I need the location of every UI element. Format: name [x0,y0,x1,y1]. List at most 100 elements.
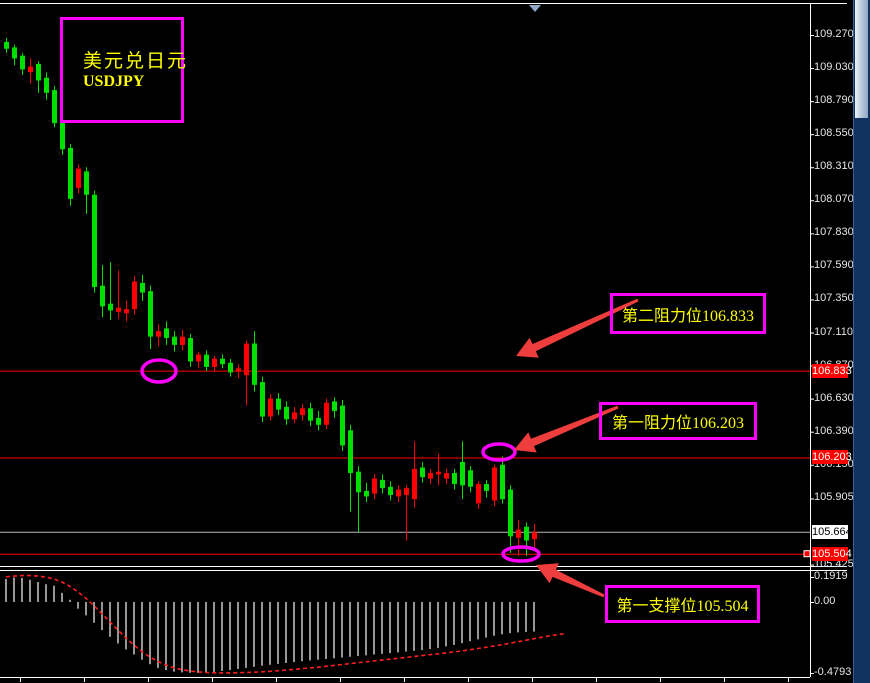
chart-shift-marker[interactable] [529,5,541,12]
candle-body [500,464,505,500]
candle-body [452,473,457,485]
candle-body [220,358,225,365]
macd-bar [205,602,207,673]
candle-body [156,331,161,337]
price-tick-label: 107.590 [814,259,854,271]
macd-bar [477,602,479,640]
macd-bar [237,602,239,669]
candle-body [316,417,321,425]
macd-bar [341,602,343,658]
symbol-title-box[interactable]: 美元兑日元 USDJPY [60,17,186,123]
current-price-tag: 105.664 [812,525,852,539]
macd-bar [485,602,487,638]
candle-body [396,489,401,497]
candle-body [524,526,529,541]
candle-body [460,461,465,486]
macd-bar [285,602,287,664]
candle-body [412,468,417,500]
candle-body [300,408,305,416]
macd-bar [373,602,375,655]
macd-bar [173,602,175,672]
candle-body [348,430,353,474]
vertical-scrollbar[interactable] [853,0,870,683]
macd-bar [421,602,423,651]
macd-bar [405,602,407,652]
macd-bar [61,592,63,602]
highlight-ellipse-3[interactable] [501,545,541,563]
candle-body [276,398,281,410]
candle-body [388,486,393,496]
scrollbar-thumb[interactable] [855,0,868,118]
candle-body [204,354,209,367]
macd-bar [365,602,367,656]
macd-bar [157,602,159,668]
candle-body [124,309,129,314]
macd-bar [5,579,7,602]
macd-bar [445,602,447,647]
resistance1-price-tag: 106.203 [812,450,852,464]
price-tick-label: 108.550 [814,127,854,139]
highlight-ellipse-2[interactable] [481,442,517,462]
macd-bar [165,602,167,671]
resistance1-label: 第一阻力位106.203 [611,415,744,432]
candle-body [268,398,273,417]
highlight-ellipse-1[interactable] [140,358,178,384]
candle-body [468,470,473,487]
macd-bar [229,602,231,671]
price-tick-label: 109.270 [814,28,854,40]
candle-body [84,171,89,195]
macd-bar [133,602,135,655]
macd-bar [45,584,47,602]
macd-bar [85,602,87,616]
support1-line-handle[interactable] [803,550,811,558]
chart-frame-layer [0,3,847,682]
candle-body [28,66,33,73]
macd-bar [141,602,143,660]
macd-bar [13,577,15,602]
support1-label-box[interactable]: 第一支撑位105.504 [605,585,760,623]
candle-body [284,406,289,420]
macd-bar [333,602,335,659]
macd-bar [69,599,71,602]
macd-bar [397,602,399,653]
macd-bar [21,577,23,602]
price-tick-label: 106.390 [814,425,854,437]
macd-bar [277,602,279,664]
candle-body [508,489,513,537]
candle-body [372,478,377,494]
price-tick-label: 106.630 [814,392,854,404]
price-tick-label: 107.350 [814,292,854,304]
macd-layer [5,574,567,674]
macd-bar [461,602,463,644]
resistance2-label-box[interactable]: 第二阻力位106.833 [610,293,766,334]
candle-body [252,343,257,385]
annotations-layer [140,298,639,598]
candle-body [12,47,17,59]
price-tick-label: 105.425 [814,558,854,570]
candle-body [292,412,297,420]
candle-body [340,405,345,446]
macd-bar [381,602,383,654]
macd-bar [293,602,295,663]
macd-bar [197,602,199,673]
macd-bar [109,602,111,637]
annotation-arrow-3[interactable] [536,563,605,598]
macd-bar [253,602,255,667]
annotation-arrow-2[interactable] [514,405,619,453]
candle-body [332,401,337,412]
macd-bar [469,602,471,642]
macd-bar [525,602,527,632]
macd-bar [221,602,223,672]
macd-bar [77,602,79,609]
macd-bar [301,602,303,662]
candle-body [444,473,449,479]
candle-body [236,368,241,372]
candle-body [164,328,169,339]
annotation-arrow-1[interactable] [516,298,639,358]
candle-body [36,63,41,81]
price-tick-label: 109.030 [814,61,854,73]
candle-body [148,291,153,337]
candle-body [188,338,193,362]
resistance1-label-box[interactable]: 第一阻力位106.203 [599,402,757,440]
